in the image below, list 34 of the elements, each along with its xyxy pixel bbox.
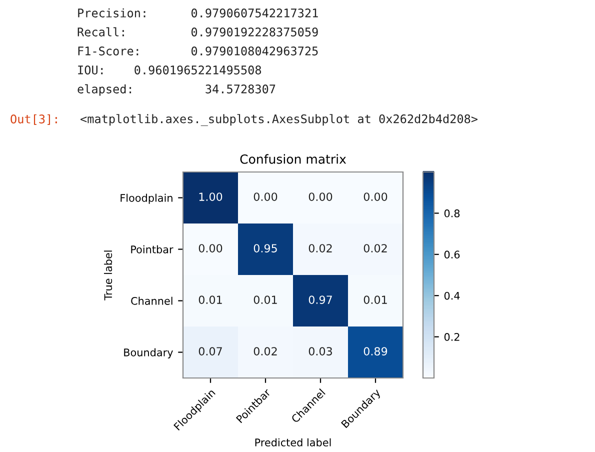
x-axis-title: Predicted label <box>255 438 331 446</box>
data-label: 0.00 <box>364 192 388 201</box>
data-label: 0.95 <box>254 244 277 252</box>
data-label: 0.02 <box>254 347 277 356</box>
color-bar-label: 0.2 <box>444 333 460 341</box>
text: IOU: 0.9601965221495508 <box>78 66 262 74</box>
text: Out[3]: <box>10 114 57 125</box>
data-label: 0.02 <box>364 244 387 252</box>
color-bar-label: 0.8 <box>444 209 460 218</box>
data-label: 0.07 <box>198 347 222 356</box>
data-label: 0.01 <box>198 296 222 304</box>
data-label: 0.00 <box>198 244 222 252</box>
color-bar-label: 0.6 <box>444 250 460 259</box>
data-label: 0.00 <box>254 192 278 201</box>
chart-title: Confusion matrix <box>240 154 346 164</box>
data-label: 0.01 <box>364 296 387 304</box>
text: Recall: 0.9790192228375059 <box>78 27 318 36</box>
y-tick-label: Pointbar <box>131 245 174 254</box>
data-label: 0.97 <box>308 296 332 304</box>
y-tick-label: Boundary <box>124 348 173 358</box>
text: <matplotlib.axes._subplots.AxesSubplot at 0x262d2b4d208> <box>80 114 478 126</box>
y-tick-label: Floodplain <box>120 194 172 204</box>
text: F1-Score: 0.9790108042963725 <box>78 46 318 56</box>
y-tick-label: Channel <box>131 296 172 305</box>
y-axis-title: True label <box>104 250 112 300</box>
data-label: 0.01 <box>254 296 277 304</box>
data-label: 0.00 <box>308 192 332 201</box>
color-bar-label: 0.4 <box>444 292 460 300</box>
data-label: 0.02 <box>308 244 332 252</box>
text: elapsed: 34.5728307 <box>78 84 276 96</box>
data-label: 0.03 <box>308 347 332 356</box>
data-label: 1.00 <box>199 192 222 201</box>
data-label: 0.89 <box>364 347 388 356</box>
text: Precision: 0.9790607542217321 <box>78 8 318 18</box>
